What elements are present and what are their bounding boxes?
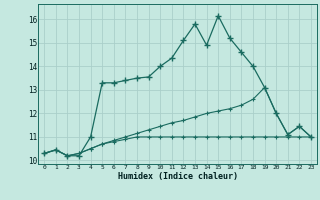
X-axis label: Humidex (Indice chaleur): Humidex (Indice chaleur) <box>118 172 238 181</box>
